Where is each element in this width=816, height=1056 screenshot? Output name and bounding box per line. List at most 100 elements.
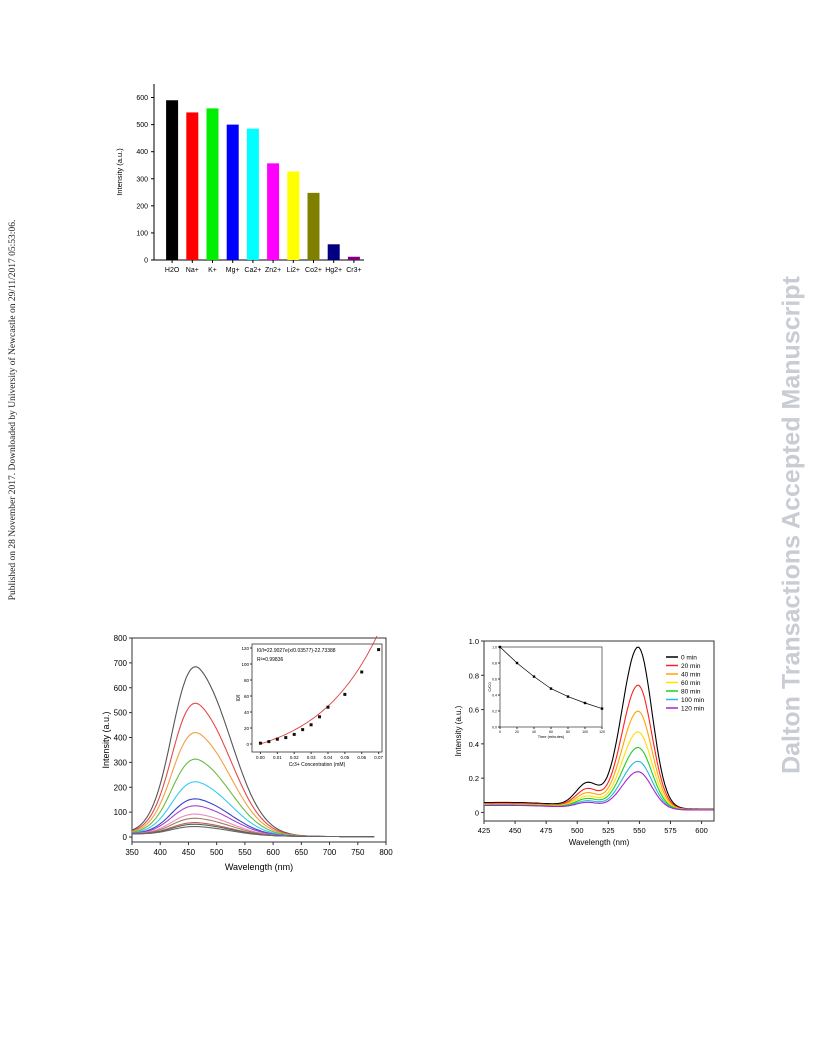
x-tick-label: Hg2+ (325, 267, 342, 274)
inset-y-tick-label: 60 (244, 694, 250, 699)
legend-label: 100 min (681, 697, 705, 704)
inset-x-tick-label: 100 (582, 730, 588, 734)
y-tick-label: 400 (114, 734, 128, 743)
x-tick-label: Zn2+ (265, 267, 281, 274)
inset-data-point (309, 723, 313, 727)
bar-Cr3+ (347, 256, 360, 260)
y-tick-label: 500 (114, 709, 128, 718)
inset-y-tick-label: 80 (244, 678, 250, 683)
inset-data-point (360, 670, 364, 674)
y-tick-label: 1.0 (469, 637, 479, 646)
inset-data-point (549, 687, 553, 690)
inset-y-tick-label: 20 (244, 726, 250, 731)
inset-y-tick-label: 0.8 (492, 662, 497, 666)
inset-r-squared: R²=0.99836 (257, 657, 283, 663)
spectrum-line-12 (132, 825, 375, 838)
y-tick-label: 0.8 (469, 671, 479, 680)
x-tick-label: 700 (323, 848, 337, 857)
inset-data-point (275, 737, 279, 741)
y-tick-label: 0.4 (469, 740, 479, 749)
legend-label: 20 min (681, 663, 701, 670)
inset-data-point (377, 648, 381, 652)
y-tick-label: 0.6 (469, 706, 479, 715)
y-tick-label: 400 (136, 149, 148, 156)
y-tick-label: 300 (114, 758, 128, 767)
x-tick-label: 575 (664, 826, 677, 835)
x-tick-label: 800 (379, 848, 393, 857)
inset-frame (251, 643, 383, 753)
publication-note: Published on 28 November 2017. Downloade… (2, 160, 24, 660)
x-tick-label: Ca2+ (244, 267, 261, 274)
x-tick-label: Na+ (186, 267, 199, 274)
inset-data-point (583, 701, 587, 705)
x-tick-label: 400 (154, 848, 168, 857)
x-axis-label: Wavelength (nm) (225, 862, 293, 872)
inset-data-point (267, 740, 271, 744)
legend-label: 40 min (681, 672, 701, 679)
inset-x-tick-label: 0 (499, 730, 501, 734)
inset-x-tick-label: 40 (532, 730, 536, 734)
x-axis-label: Wavelength (nm) (569, 838, 630, 847)
inset-x-axis-label: Cr3+ Concentration (mM) (289, 762, 346, 768)
inset-x-tick-label: 0.01 (273, 755, 282, 760)
inset-data-point (532, 675, 536, 678)
inset-data-point (566, 695, 570, 698)
inset-x-tick-label: 20 (515, 730, 519, 734)
x-tick-label: 550 (238, 848, 252, 857)
legend-label: 60 min (681, 680, 701, 687)
inset-x-tick-label: 80 (566, 730, 570, 734)
inset-data-point (258, 741, 262, 745)
inset-y-tick-label: 40 (244, 710, 250, 715)
bar-Hg2+ (327, 244, 340, 260)
inset-data-point (498, 645, 502, 649)
inset-data-point (292, 732, 296, 736)
bar-H2O (166, 100, 179, 260)
x-tick-label: Li2+ (287, 267, 300, 274)
inset-data-point (301, 728, 305, 732)
watermark: Dalton Transactions Accepted Manuscript (768, 205, 816, 845)
y-tick-label: 0.2 (469, 774, 479, 783)
x-tick-label: H2O (165, 267, 180, 274)
y-axis-label: Intensity (a.u.) (454, 705, 463, 756)
inset-y-axis-label: I0/I (236, 695, 242, 702)
inset-x-tick-label: 0.07 (374, 755, 383, 760)
bar-K+ (206, 108, 219, 260)
inset-x-tick-label: 0.03 (307, 755, 316, 760)
watermark-text: Dalton Transactions Accepted Manuscript (777, 276, 806, 774)
bar-Ca2+ (246, 128, 259, 260)
x-tick-label: Co2+ (305, 267, 322, 274)
legend-label: 120 min (681, 706, 705, 713)
y-tick-label: 600 (114, 684, 128, 693)
y-axis-label: Intensity (a.u.) (101, 711, 111, 768)
x-tick-label: Cr3+ (346, 267, 361, 274)
y-tick-label: 0 (144, 258, 148, 265)
y-tick-label: 500 (136, 122, 148, 129)
y-tick-label: 800 (114, 634, 128, 643)
inset-data-point (326, 705, 330, 709)
x-tick-label: 600 (266, 848, 280, 857)
x-tick-label: 750 (351, 848, 365, 857)
inset-y-tick-label: 1.0 (492, 646, 497, 650)
inset-data-point (318, 715, 322, 719)
bar-Na+ (186, 112, 199, 260)
inset-x-tick-label: 120 (599, 730, 605, 734)
y-tick-label: 0 (475, 808, 479, 817)
inset-x-tick-label: 0.06 (357, 755, 366, 760)
y-tick-label: 200 (136, 203, 148, 210)
inset-data-point (284, 736, 288, 740)
x-tick-label: 450 (509, 826, 522, 835)
inset-data-point (600, 707, 604, 710)
y-tick-label: 600 (136, 95, 148, 102)
inset-equation: I0/I=22.9027e(x/0.03577)-22.73388 (257, 648, 336, 654)
inset-data-point (343, 692, 347, 696)
legend-label: 80 min (681, 689, 701, 696)
bar-Li2+ (287, 171, 300, 260)
y-tick-label: 100 (114, 808, 128, 817)
spectrum-line-20-min (484, 684, 714, 810)
bar-Co2+ (307, 192, 320, 260)
x-tick-label: 525 (602, 826, 615, 835)
y-tick-label: 300 (136, 176, 148, 183)
inset-x-axis-label: Time (minutes) (538, 734, 565, 739)
